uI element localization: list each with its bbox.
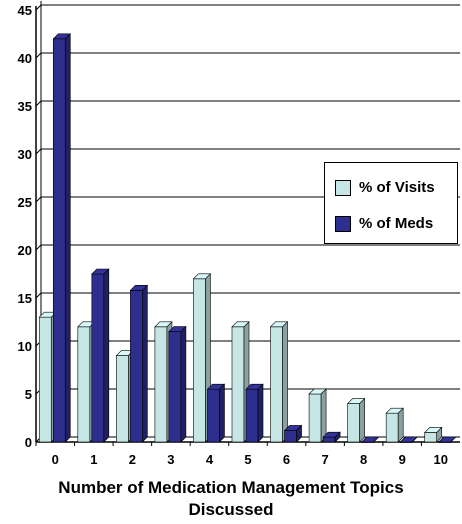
bar-side [219,383,225,443]
y-tick-label: 25 [18,195,32,210]
bar-side [373,436,379,443]
gridlines [35,4,460,443]
bar-side [142,284,148,443]
y-tick-label: 35 [18,99,32,114]
bar-front [193,278,206,443]
bar-front [385,412,399,443]
bar-front [168,331,182,443]
y-tick-label: 5 [25,387,32,402]
bar [192,273,212,443]
x-tick-label: 2 [129,452,136,467]
x-tick-labels: 0 1 2 3 4 5 6 7 8 9 10 [52,452,448,467]
bar-front [245,388,259,443]
bar-side [257,383,264,443]
bar [52,33,71,443]
bar-front [284,430,297,443]
bar-front [52,38,66,443]
x-tick-label: 6 [283,452,290,467]
gridline-depth [35,52,42,59]
bar-side [397,407,404,443]
y-tick-label: 15 [18,291,32,306]
bar [308,388,327,443]
y-tick-label: 45 [18,3,32,18]
bar [206,383,226,443]
y-tick-labels: 0 5 10 15 20 25 30 35 40 45 [18,3,32,450]
bar-front [207,388,220,443]
bar [245,383,264,443]
bar [231,321,250,443]
x-tick-label: 7 [321,452,328,467]
bar [438,436,457,443]
x-tick-label: 8 [360,452,367,467]
bar-side [436,426,443,443]
bar-side [320,388,327,443]
bar [269,321,289,443]
bar [346,397,366,443]
x-tick-label: 1 [90,452,97,467]
bar [399,436,418,443]
legend-item-meds: % of Meds [335,215,433,232]
bar [360,436,380,443]
gridline-depth [35,244,42,251]
bar-front [154,326,168,443]
bar [129,284,149,443]
y-tick-label: 30 [18,147,32,162]
bar-front [91,273,105,443]
x-tick-label: 10 [433,452,447,467]
bar-front [231,326,245,443]
gridline-depth [35,292,42,299]
bar-front [77,326,91,443]
gridline-depth [35,196,42,203]
bar-side [180,325,187,443]
y-tick-label: 10 [18,339,32,354]
bar-side [359,397,365,443]
bar-front [424,432,438,443]
y-tick-label: 20 [18,243,32,258]
bar [385,407,404,443]
bar-side [450,436,456,443]
gridline-depth [35,4,42,11]
bar-side [334,431,341,443]
x-tick-label: 9 [399,452,406,467]
bar [91,268,110,443]
bar [283,424,303,443]
legend: % of Visits % of Meds [324,162,458,244]
legend-swatch-meds [335,215,351,232]
bar-side [282,321,288,443]
x-axis-title-line-2: Discussed [188,500,274,519]
bar [322,431,341,443]
x-tick-label: 5 [244,452,251,467]
x-tick-label: 0 [52,452,59,467]
bar-front [308,393,322,443]
x-tick-label: 3 [167,452,174,467]
legend-swatch-visits [335,179,351,196]
y-tick-label: 0 [25,435,32,450]
bar-front [38,316,52,443]
bar-side [411,436,418,443]
legend-item-visits: % of Visits [335,179,435,196]
y-tick-label: 40 [18,51,32,66]
bar-side [296,424,302,443]
bar-front [270,326,283,443]
bar [424,426,443,443]
bar-front [130,290,143,443]
x-tick-label: 4 [206,452,214,467]
bar-front [116,355,129,443]
bars [38,33,457,443]
legend-label-visits: % of Visits [359,179,435,196]
bar [168,325,187,443]
gridline-depth [35,148,42,155]
gridline-depth [35,100,42,107]
x-axis-title-line-1: Number of Medication Management Topics [58,478,404,497]
bar-front [347,403,360,443]
bar-front [322,436,336,443]
legend-label-meds: % of Meds [359,215,434,232]
bar-side [103,268,110,443]
bar-side [64,33,71,443]
